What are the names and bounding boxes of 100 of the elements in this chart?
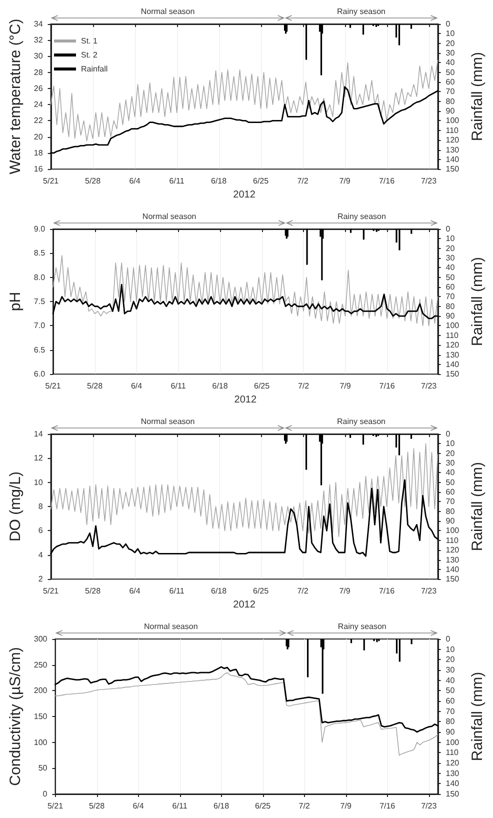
y2-tick-label: 100 — [446, 526, 460, 536]
x-tick-label: 5/21 — [43, 176, 60, 186]
y2-tick-label: 100 — [446, 116, 460, 126]
x-tick-label: 7/2 — [298, 802, 310, 810]
y2-tick-label: 50 — [446, 272, 456, 282]
x-tick-label: 6/11 — [172, 802, 188, 810]
y-tick-label: 18 — [34, 148, 44, 158]
y-tick-label: 6 — [38, 526, 44, 536]
y2-tick-label: 10 — [446, 29, 456, 38]
y2-tick-label: 40 — [446, 676, 456, 685]
x-axis-title: 2012 — [234, 394, 257, 406]
y2-tick-label: 80 — [446, 302, 456, 311]
y2-tick-label: 80 — [446, 96, 456, 106]
x-tick-label: 6/11 — [169, 176, 185, 186]
x-tick-label: 7/9 — [340, 802, 352, 810]
y2-tick-label: 130 — [446, 555, 460, 564]
y2-tick-label: 20 — [446, 38, 456, 48]
y2-tick-label: 80 — [446, 717, 456, 726]
y2-tick-label: 0 — [446, 20, 451, 28]
x-axis-title: 2012 — [233, 600, 256, 610]
y2-tick-label: 70 — [446, 706, 456, 716]
y-tick-label: 24 — [34, 100, 44, 110]
y2-tick-label: 0 — [446, 634, 451, 644]
y-tick-label: 7.0 — [34, 321, 46, 330]
x-tick-label: 6/18 — [210, 586, 228, 596]
y-axis-title: Water temperature (°C) — [7, 18, 24, 174]
x-tick-label: 6/18 — [214, 802, 230, 810]
x-tick-label: 7/9 — [339, 586, 351, 596]
x-tick-label: 5/28 — [88, 802, 106, 810]
y2-tick-label: 30 — [446, 48, 456, 58]
y2-tick-label: 10 — [446, 439, 456, 448]
y2-tick-label: 30 — [446, 666, 456, 674]
y2-tick-label: 110 — [446, 330, 460, 340]
y-tick-label: 200 — [34, 686, 48, 696]
x-tick-label: 6/18 — [210, 176, 228, 186]
x-tick-label: 6/25 — [252, 176, 270, 186]
x-tick-label: 6/11 — [169, 586, 185, 596]
x-tick-label: 7/2 — [298, 382, 310, 391]
y2-tick-label: 30 — [446, 458, 456, 468]
x-tick-label: 7/16 — [380, 802, 396, 810]
y2-tick-label: 0 — [446, 430, 451, 438]
y2-tick-label: 20 — [446, 655, 456, 664]
y2-tick-label: 60 — [446, 696, 456, 706]
y2-tick-label: 40 — [446, 263, 456, 272]
text: Rainy season — [337, 212, 386, 221]
y-tick-label: 6.0 — [34, 370, 46, 379]
y-tick-label: 0 — [42, 790, 48, 798]
text: Rainy season — [337, 7, 386, 16]
y2-tick-label: 140 — [446, 564, 460, 574]
y-tick-label: 10 — [34, 478, 44, 487]
x-tick-label: 5/28 — [85, 176, 102, 186]
y2-tick-label: 50 — [446, 68, 456, 77]
y2-tick-label: 100 — [446, 321, 460, 330]
y2-tick-label: 60 — [446, 282, 456, 292]
x-tick-label: 5/21 — [43, 586, 60, 596]
y-tick-label: 50 — [38, 764, 48, 773]
y2-tick-label: 150 — [446, 790, 460, 798]
y-tick-label: 30 — [34, 52, 44, 61]
y2-tick-label: 120 — [446, 136, 460, 145]
x-tick-label: 7/9 — [340, 382, 352, 391]
y2-tick-label: 50 — [446, 686, 456, 696]
x-tick-label: 7/23 — [420, 586, 438, 596]
text: Rainy season — [337, 417, 386, 426]
x-tick-label: 5/21 — [45, 382, 62, 391]
y2-tick-label: 80 — [446, 506, 456, 516]
y-axis-title: pH — [7, 292, 24, 312]
y-tick-label: 12 — [34, 454, 44, 463]
y2-axis-title: Rainfall (mm) — [469, 52, 486, 142]
y2-tick-label: 110 — [446, 748, 460, 758]
y2-tick-label: 30 — [446, 254, 456, 263]
y-tick-label: 4 — [38, 550, 44, 560]
y2-tick-label: 0 — [446, 224, 451, 234]
y2-tick-label: 60 — [446, 78, 456, 87]
y2-tick-label: 90 — [446, 312, 456, 321]
x-tick-label: 5/28 — [86, 382, 104, 391]
y2-tick-label: 140 — [446, 779, 460, 788]
y2-tick-label: 120 — [446, 758, 460, 768]
y2-tick-label: 140 — [446, 360, 460, 369]
text: Normal season — [140, 417, 195, 426]
y2-axis-title: Rainfall (mm) — [469, 462, 486, 552]
y-tick-label: 250 — [34, 660, 48, 670]
y-axis-title: DO (mg/L) — [7, 472, 24, 542]
x-tick-label: 6/4 — [132, 802, 144, 810]
y2-axis-title: Rainfall (mm) — [469, 256, 486, 346]
y2-tick-label: 140 — [446, 154, 460, 164]
x-tick-label: 5/21 — [47, 802, 64, 810]
legend-label: St. 2 — [81, 50, 98, 60]
legend-label: St. 1 — [81, 36, 98, 46]
x-tick-label: 6/25 — [254, 382, 270, 391]
y-tick-label: 2 — [38, 574, 44, 584]
y2-tick-label: 60 — [446, 488, 456, 497]
y2-tick-label: 10 — [446, 234, 456, 244]
x-tick-label: 6/4 — [129, 586, 141, 596]
y-tick-label: 32 — [34, 36, 44, 45]
x-tick-label: 6/18 — [212, 382, 228, 391]
y-tick-label: 100 — [34, 738, 48, 747]
x-tick-label: 7/23 — [421, 382, 438, 391]
y-tick-label: 150 — [34, 712, 48, 721]
x-tick-label: 6/11 — [170, 382, 186, 391]
text: Normal season — [142, 212, 196, 221]
